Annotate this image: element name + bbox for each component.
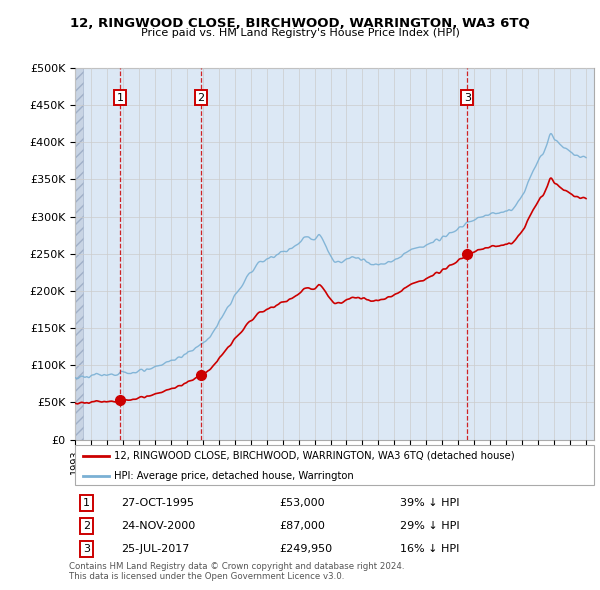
Text: 2: 2 — [83, 520, 90, 530]
Text: 29% ↓ HPI: 29% ↓ HPI — [400, 520, 460, 530]
Text: £87,000: £87,000 — [279, 520, 325, 530]
Text: 25-JUL-2017: 25-JUL-2017 — [121, 544, 190, 554]
Text: Price paid vs. HM Land Registry's House Price Index (HPI): Price paid vs. HM Land Registry's House … — [140, 28, 460, 38]
Text: 12, RINGWOOD CLOSE, BIRCHWOOD, WARRINGTON, WA3 6TQ: 12, RINGWOOD CLOSE, BIRCHWOOD, WARRINGTO… — [70, 17, 530, 30]
Text: Contains HM Land Registry data © Crown copyright and database right 2024.
This d: Contains HM Land Registry data © Crown c… — [69, 562, 404, 581]
Text: 1: 1 — [116, 93, 124, 103]
Text: 27-OCT-1995: 27-OCT-1995 — [121, 499, 194, 508]
Text: 16% ↓ HPI: 16% ↓ HPI — [400, 544, 459, 554]
Text: 39% ↓ HPI: 39% ↓ HPI — [400, 499, 459, 508]
Text: 3: 3 — [464, 93, 471, 103]
Text: HPI: Average price, detached house, Warrington: HPI: Average price, detached house, Warr… — [114, 471, 353, 481]
Text: 1: 1 — [83, 499, 90, 508]
Text: £249,950: £249,950 — [279, 544, 332, 554]
Text: £53,000: £53,000 — [279, 499, 325, 508]
Text: 24-NOV-2000: 24-NOV-2000 — [121, 520, 196, 530]
Text: 2: 2 — [197, 93, 205, 103]
Text: 3: 3 — [83, 544, 90, 554]
Text: 12, RINGWOOD CLOSE, BIRCHWOOD, WARRINGTON, WA3 6TQ (detached house): 12, RINGWOOD CLOSE, BIRCHWOOD, WARRINGTO… — [114, 451, 515, 461]
